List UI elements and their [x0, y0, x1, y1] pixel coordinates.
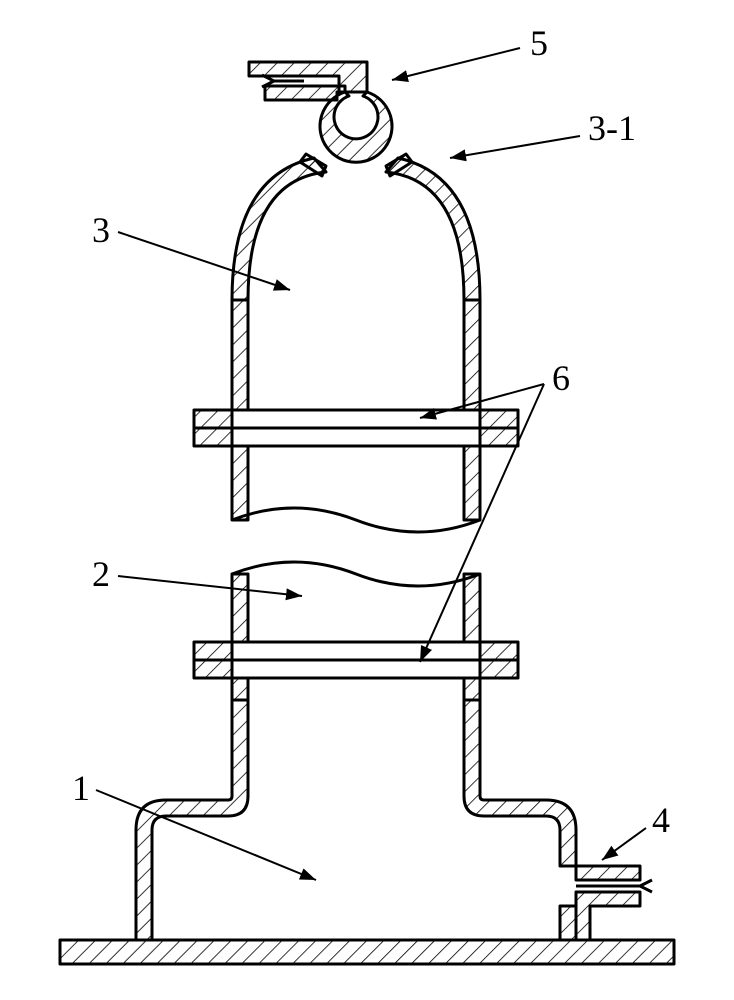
label-l4: 4 — [652, 800, 670, 840]
label-l6: 6 — [552, 358, 570, 398]
label-l5: 5 — [530, 23, 548, 63]
label-l3: 3 — [92, 210, 110, 250]
label-l1: 1 — [72, 768, 90, 808]
cross-section-drawing: 1 2 3 4 5 6 3-1 — [0, 0, 734, 1000]
label-l3_1: 3-1 — [588, 108, 636, 148]
label-l2: 2 — [92, 554, 110, 594]
